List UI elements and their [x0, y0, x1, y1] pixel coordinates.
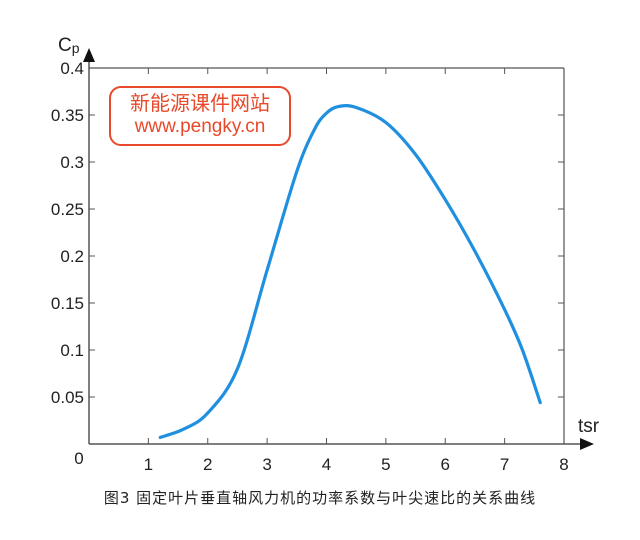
y-tick-label: 0.25	[51, 200, 84, 219]
x-tick-label: 4	[322, 455, 331, 474]
y-tick-label: 0.4	[60, 59, 84, 78]
x-tick-label: 7	[500, 455, 509, 474]
chart-canvas: 0 1 2 3 4 5 6 7 8 0.05 0.1 0.15 0.2 0.25 0.3 0.35 0.4 Cp…	[51, 35, 600, 474]
y-tick-label: 0.15	[51, 294, 84, 313]
cp-curve	[158, 104, 542, 440]
x-tick-label: 3	[262, 455, 271, 474]
y-axis-title: Cp	[58, 35, 80, 56]
x-axis-arrow-icon	[580, 438, 594, 450]
y-axis-arrow-icon	[83, 48, 95, 62]
y-tick-label: 0.05	[51, 388, 84, 407]
x-tick-label: 6	[441, 455, 450, 474]
x-axis-title: tsr	[578, 416, 600, 437]
x-tick-label: 1	[144, 455, 153, 474]
y-tick-label: 0.2	[60, 247, 84, 266]
y-tick-label: 0.35	[51, 106, 84, 125]
x-tick-label: 0	[74, 449, 83, 468]
watermark-line2: www.pengky.cn	[134, 116, 266, 137]
watermark-line1: 新能源课件网站	[130, 91, 270, 115]
watermark-badge: 新能源课件网站 www.pengky.cn	[109, 86, 291, 146]
x-tick-label: 8	[559, 455, 568, 474]
y-tick-label: 0.1	[60, 341, 84, 360]
x-tick-label: 2	[203, 455, 212, 474]
figure-caption: 图3 固定叶片垂直轴风力机的功率系数与叶尖速比的关系曲线	[103, 489, 537, 507]
y-tick-label: 0.3	[60, 153, 84, 172]
x-tick-label: 5	[381, 455, 390, 474]
ticks: 0 1 2 3 4 5 6 7 8 0.05 0.1 0.15 0.2 0.25 0.3 0.35 0.4	[51, 59, 569, 474]
